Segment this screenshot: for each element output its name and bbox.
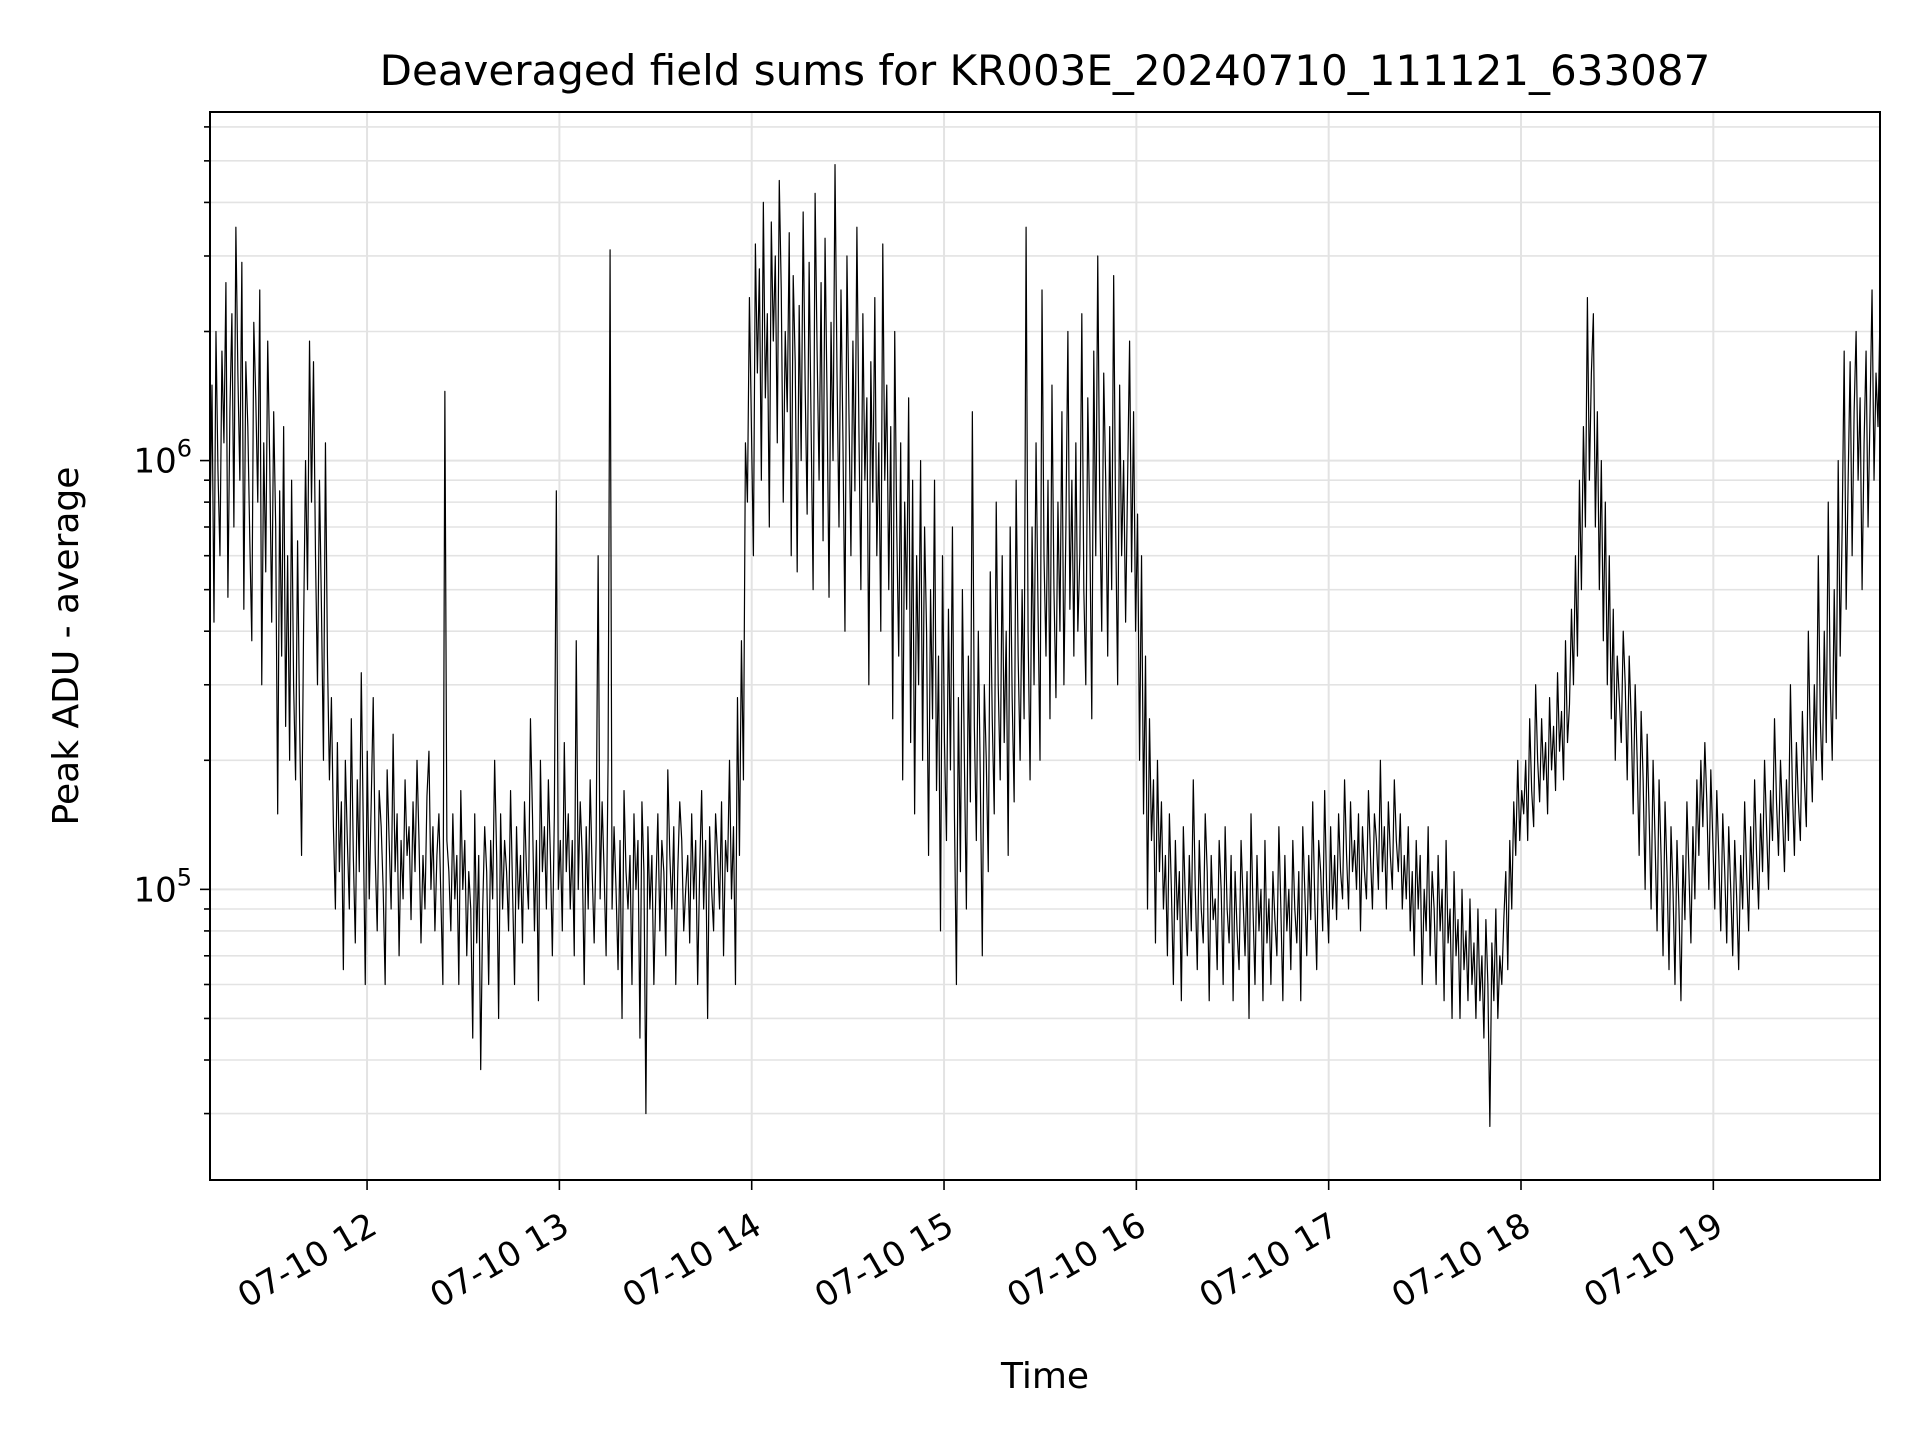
y-tick-label: 106: [133, 435, 192, 482]
x-axis-label: Time: [1000, 1356, 1089, 1397]
series-line: [209, 164, 1881, 1128]
chart-title: Deaveraged field sums for KR003E_2024071…: [380, 46, 1711, 95]
y-axis-label: Peak ADU - average: [46, 467, 87, 826]
plot-frame: [209, 111, 1881, 1181]
series-layer: [209, 164, 1881, 1128]
